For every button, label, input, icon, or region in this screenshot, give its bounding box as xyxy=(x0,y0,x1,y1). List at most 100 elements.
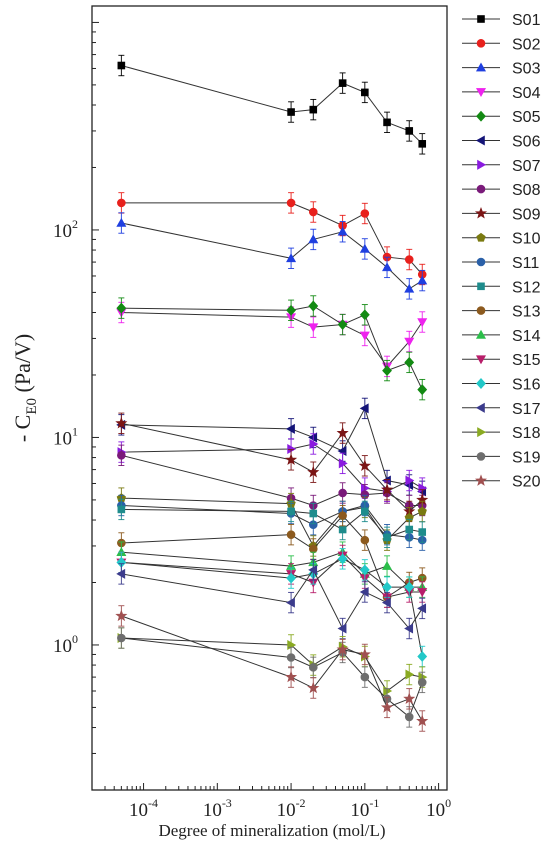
data-point xyxy=(417,506,427,516)
legend-marker xyxy=(475,62,487,72)
legend-marker xyxy=(475,135,485,146)
data-point xyxy=(117,198,126,208)
legend-marker xyxy=(475,355,487,365)
data-point xyxy=(403,692,416,704)
legend-item: S03 xyxy=(462,61,541,78)
legend-item: S04 xyxy=(462,85,541,102)
data-point xyxy=(337,623,347,634)
series-line xyxy=(121,637,423,718)
data-point xyxy=(286,653,296,662)
legend-item: S11 xyxy=(462,255,539,272)
data-point xyxy=(338,79,347,87)
y-tick-label: 100 xyxy=(53,632,78,657)
data-point xyxy=(417,588,428,598)
data-point xyxy=(405,475,415,486)
data-point xyxy=(405,127,414,135)
data-point xyxy=(417,318,428,328)
data-point xyxy=(115,416,128,429)
data-point xyxy=(338,525,347,534)
data-point xyxy=(309,105,318,114)
x-tick-label: 100 xyxy=(426,796,451,821)
data-point xyxy=(337,553,348,565)
data-point xyxy=(418,140,427,148)
legend-marker xyxy=(476,110,486,122)
data-point xyxy=(359,243,370,253)
data-point xyxy=(382,581,392,593)
x-tick-label: 10-3 xyxy=(203,796,232,821)
data-point xyxy=(338,458,348,469)
data-point xyxy=(286,253,297,263)
data-point xyxy=(337,446,347,457)
data-point xyxy=(404,712,414,722)
series-S10 xyxy=(116,487,427,557)
data-point xyxy=(361,507,369,516)
data-point xyxy=(286,304,296,316)
legend-label: S11 xyxy=(512,255,539,272)
data-point xyxy=(418,528,427,536)
data-point xyxy=(307,681,320,694)
data-point xyxy=(382,262,393,272)
legend-marker xyxy=(476,232,486,242)
data-point xyxy=(361,483,370,494)
series-line xyxy=(121,305,423,390)
data-point xyxy=(404,356,415,368)
legend-marker xyxy=(475,329,487,339)
data-point xyxy=(285,423,295,434)
legend-item: S10 xyxy=(462,231,541,248)
series-S02 xyxy=(117,192,427,286)
series-line xyxy=(121,551,423,588)
legend-item: S01 xyxy=(462,12,541,29)
legend-label: S15 xyxy=(512,352,541,369)
series-S06 xyxy=(116,397,427,502)
data-point xyxy=(338,511,347,520)
data-point xyxy=(383,685,393,697)
data-point xyxy=(307,465,320,478)
legend-item: S02 xyxy=(462,36,541,53)
data-point xyxy=(286,572,296,584)
data-point xyxy=(116,568,126,579)
data-point xyxy=(417,603,427,614)
legend-item: S12 xyxy=(462,279,541,296)
series-line xyxy=(121,312,423,368)
data-point xyxy=(404,283,415,293)
data-point xyxy=(359,403,369,414)
data-point xyxy=(117,505,126,514)
series-line xyxy=(121,222,423,290)
legend-label: S12 xyxy=(512,279,541,296)
data-point xyxy=(336,643,349,655)
data-point xyxy=(418,483,428,494)
legend-label: S13 xyxy=(512,304,541,321)
data-point xyxy=(338,488,347,498)
legend-item: S07 xyxy=(462,158,541,175)
data-point xyxy=(287,108,295,116)
legend-item: S09 xyxy=(462,206,541,223)
legend-label: S16 xyxy=(512,377,541,394)
y-tick-label: 101 xyxy=(53,424,78,449)
series-S05 xyxy=(116,295,428,401)
legend: S01 S02 S03 S04 S05 S06 S07 S08 S09 S10 S11 S12 S13 S… xyxy=(462,12,541,491)
series-S09 xyxy=(115,412,429,523)
legend-item: S19 xyxy=(462,449,541,466)
legend-item: S05 xyxy=(462,109,541,126)
series-S14 xyxy=(116,541,428,598)
data-point xyxy=(417,651,428,662)
legend-label: S17 xyxy=(512,401,541,418)
data-point xyxy=(308,663,318,672)
legend-label: S06 xyxy=(512,134,541,151)
series-S17 xyxy=(116,559,427,640)
data-point xyxy=(417,275,428,285)
legend-item: S15 xyxy=(462,352,541,369)
series-S12 xyxy=(117,498,427,549)
legend-marker xyxy=(476,38,486,48)
legend-marker xyxy=(475,88,487,98)
data-point xyxy=(416,714,429,727)
data-point xyxy=(116,302,127,314)
series-S13 xyxy=(117,504,427,608)
series-line xyxy=(121,514,423,598)
plot-frame xyxy=(91,5,448,791)
legend-label: S10 xyxy=(512,231,541,248)
legend-label: S19 xyxy=(512,449,541,466)
data-point xyxy=(308,234,319,244)
legend-label: S04 xyxy=(512,85,541,102)
